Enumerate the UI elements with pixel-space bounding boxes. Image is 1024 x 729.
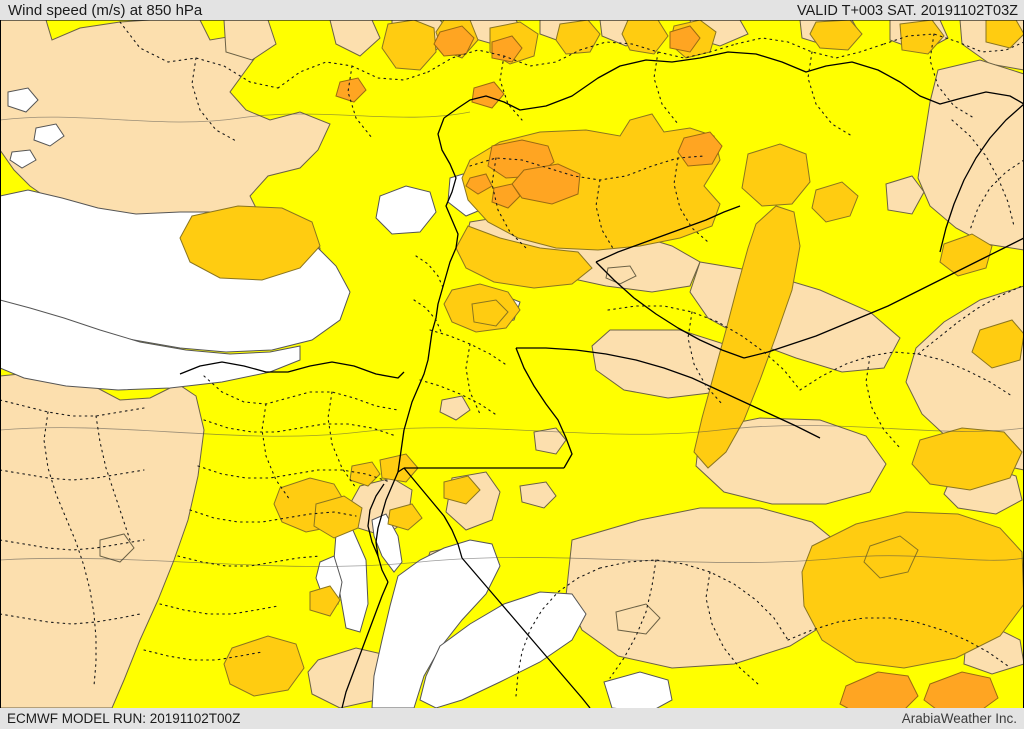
valid-time-label: VALID T+003 SAT. 20191102T03Z <box>797 3 1018 19</box>
model-run-label: ECMWF MODEL RUN: 20191102T00Z <box>7 711 241 726</box>
admin-boundaries <box>0 21 1024 697</box>
credit-label: ArabiaWeather Inc. <box>901 711 1017 726</box>
footer-bar: ECMWF MODEL RUN: 20191102T00Z ArabiaWeat… <box>0 708 1024 729</box>
country-borders <box>179 51 1024 709</box>
page-title: Wind speed (m/s) at 850 hPa <box>8 2 203 19</box>
contour-band-orange-group <box>335 25 999 717</box>
contour-lines <box>0 111 1024 567</box>
header-bar: Wind speed (m/s) at 850 hPa VALID T+003 … <box>0 0 1024 20</box>
contour-band-gold-group <box>179 19 1024 697</box>
